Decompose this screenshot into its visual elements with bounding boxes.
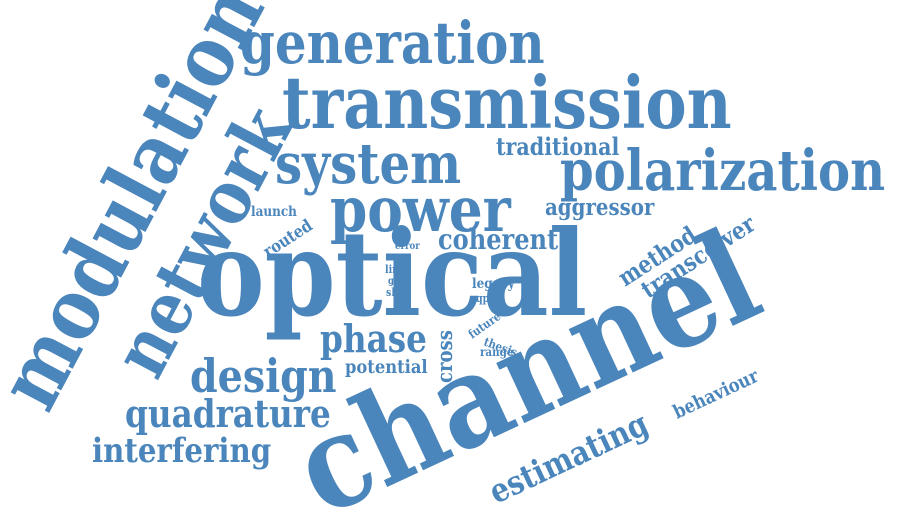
word-aggressor: aggressor — [545, 195, 655, 222]
word-polarization: polarization — [560, 139, 885, 204]
word-qpsk: qpsk — [476, 292, 502, 305]
word-quadrature: quadrature — [125, 393, 331, 437]
word-error: error — [395, 240, 420, 252]
word-range: range — [480, 344, 513, 359]
word-launch: launch — [251, 204, 297, 220]
word-legacy: legacy — [472, 276, 515, 292]
word-link: link — [385, 263, 406, 276]
word-traditional: traditional — [496, 134, 619, 162]
word-interfering: interfering — [92, 431, 271, 471]
word-power: power — [330, 173, 512, 246]
word-coherent: coherent — [438, 223, 558, 256]
word-optical: optical — [197, 205, 587, 343]
word-potential: potential — [345, 356, 428, 379]
word-design: design — [190, 350, 337, 404]
word-phase: phase — [320, 318, 427, 362]
word-shift: shift — [386, 286, 410, 299]
word-system: system — [275, 132, 461, 197]
word-generation: generation — [240, 8, 545, 77]
word-cross: cross — [433, 330, 458, 383]
word-transmission: transmission — [282, 60, 732, 145]
word-grid: grid — [388, 275, 408, 287]
